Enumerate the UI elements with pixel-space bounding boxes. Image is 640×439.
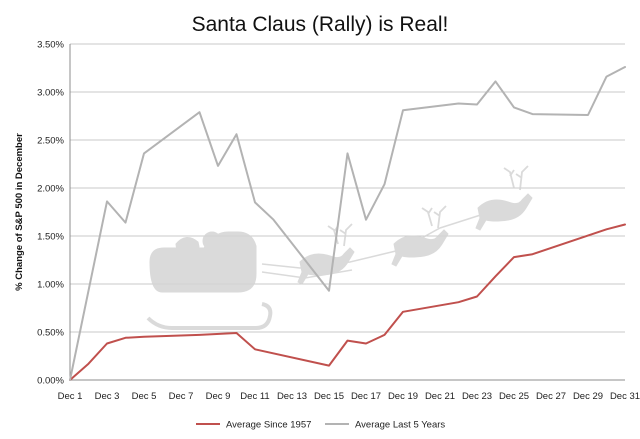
x-tick-label: Dec 5 <box>132 391 157 402</box>
series-line-average-last-5-years <box>69 66 626 381</box>
chart-title: Santa Claus (Rally) is Real! <box>192 13 449 36</box>
x-tick-label: Dec 7 <box>169 391 194 402</box>
santa-sleigh-illustration <box>146 165 533 330</box>
y-tick-label: 0.00% <box>37 376 64 387</box>
y-tick-label: 3.00% <box>37 88 64 99</box>
y-tick-label: 2.00% <box>37 184 64 195</box>
y-tick-label: 2.50% <box>37 136 64 147</box>
santa-body-icon <box>191 248 233 285</box>
x-tick-label: Dec 13 <box>277 391 307 402</box>
legend: Average Since 1957 Average Last 5 Years <box>196 420 445 431</box>
x-tick-label: Dec 31 <box>610 391 640 402</box>
y-tick-label: 1.00% <box>37 280 64 291</box>
sleigh-runner-icon <box>146 302 273 330</box>
axes <box>69 44 625 381</box>
reindeer-icon <box>391 205 449 267</box>
santa-sack-icon <box>175 237 200 265</box>
x-tick-label: Dec 23 <box>462 391 492 402</box>
harness-line <box>261 211 491 269</box>
y-tick-label: 3.50% <box>37 40 64 51</box>
series-line-average-since-1957 <box>69 223 626 381</box>
legend-label-average-last-5-years: Average Last 5 Years <box>355 420 445 431</box>
plot-area <box>70 44 625 380</box>
legend-label-average-since-1957: Average Since 1957 <box>226 420 311 431</box>
x-tick-label: Dec 29 <box>573 391 603 402</box>
santa-head-icon <box>202 231 222 251</box>
x-tick-label: Dec 17 <box>351 391 381 402</box>
x-tick-label: Dec 9 <box>206 391 231 402</box>
series-lines <box>69 66 626 381</box>
x-tick-label: Dec 1 <box>58 391 83 402</box>
y-tick-labels: 0.00% 0.50% 1.00% 1.50% 2.00% 2.50% 3.00% 3.50% <box>37 40 64 387</box>
x-tick-label: Dec 19 <box>388 391 418 402</box>
x-tick-label: Dec 15 <box>314 391 344 402</box>
x-tick-label: Dec 3 <box>95 391 120 402</box>
y-tick-label: 1.50% <box>37 232 64 243</box>
reindeer-icon <box>297 223 355 285</box>
y-tick-label: 0.50% <box>37 328 64 339</box>
reindeer-icon <box>475 165 533 231</box>
y-axis-label: % Change of S&P 500 in December <box>14 133 25 291</box>
x-tick-label: Dec 25 <box>499 391 529 402</box>
x-tick-label: Dec 21 <box>425 391 455 402</box>
x-tick-label: Dec 11 <box>240 391 269 402</box>
x-tick-labels: Dec 1 Dec 3 Dec 5 Dec 7 Dec 9 Dec 11 Dec 13 Dec… <box>58 391 640 402</box>
x-tick-label: Dec 27 <box>536 391 566 402</box>
